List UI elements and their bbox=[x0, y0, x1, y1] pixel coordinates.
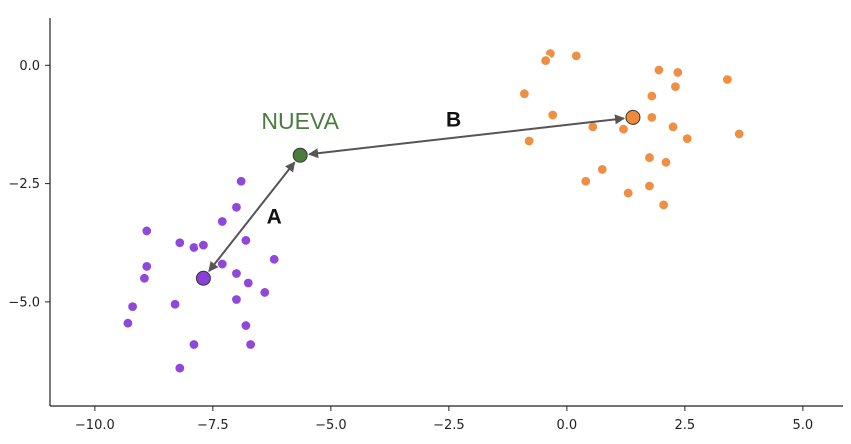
data-point bbox=[667, 120, 680, 133]
data-point bbox=[140, 260, 153, 273]
data-point bbox=[622, 187, 635, 200]
data-point bbox=[169, 298, 182, 311]
data-point bbox=[645, 90, 658, 103]
arrow-a bbox=[208, 161, 296, 272]
x-tick-label: 2.5 bbox=[675, 418, 696, 433]
data-point bbox=[230, 201, 243, 214]
data-point bbox=[643, 179, 656, 192]
data-point bbox=[173, 236, 186, 249]
data-point bbox=[121, 317, 134, 330]
data-point bbox=[126, 300, 139, 313]
data-point bbox=[733, 127, 746, 140]
ticks: −10.0 −7.5 −5.0 −2.5 0.0 2.5 5.0 0.0 −2.5 −5.0 bbox=[8, 59, 813, 433]
data-point bbox=[523, 135, 536, 148]
data-point bbox=[216, 215, 229, 228]
data-point bbox=[235, 175, 248, 188]
data-point bbox=[596, 163, 609, 176]
data-point bbox=[244, 338, 257, 351]
data-point bbox=[230, 267, 243, 280]
arrow-label-a: A bbox=[267, 206, 282, 229]
new-point-marker bbox=[292, 147, 308, 163]
data-point bbox=[242, 276, 255, 289]
x-tick-label: −5.0 bbox=[315, 418, 347, 433]
arrow-label-b: B bbox=[446, 109, 461, 132]
data-point bbox=[258, 286, 271, 299]
x-tick-label: 5.0 bbox=[793, 418, 814, 433]
data-point bbox=[671, 66, 684, 79]
data-point bbox=[721, 73, 734, 86]
y-tick-label: 0.0 bbox=[19, 59, 40, 74]
x-tick-label: −7.5 bbox=[197, 418, 229, 433]
data-point bbox=[230, 293, 243, 306]
data-point bbox=[173, 362, 186, 375]
data-point bbox=[659, 156, 672, 169]
data-point bbox=[681, 132, 694, 145]
x-tick-label: −10.0 bbox=[75, 418, 115, 433]
data-point bbox=[579, 175, 592, 188]
data-point bbox=[669, 80, 682, 93]
y-tick-label: −5.0 bbox=[8, 295, 40, 310]
data-point bbox=[617, 123, 630, 136]
data-point bbox=[239, 234, 252, 247]
y-tick-label: −2.5 bbox=[8, 177, 40, 192]
data-point bbox=[518, 87, 531, 100]
x-tick-label: 0.0 bbox=[557, 418, 578, 433]
data-point bbox=[268, 253, 281, 266]
data-point bbox=[652, 64, 665, 77]
data-point bbox=[197, 239, 210, 252]
annotations: A B NUEVA bbox=[195, 108, 641, 286]
data-point bbox=[140, 224, 153, 237]
data-points bbox=[121, 47, 746, 375]
centroid-marker bbox=[195, 270, 211, 286]
arrow-b bbox=[308, 114, 626, 159]
data-point bbox=[239, 319, 252, 332]
x-tick-label: −2.5 bbox=[433, 418, 465, 433]
centroid-marker bbox=[625, 109, 641, 125]
axes bbox=[49, 18, 843, 407]
new-point-label: NUEVA bbox=[261, 108, 339, 134]
data-point bbox=[643, 151, 656, 164]
data-point bbox=[539, 54, 552, 67]
data-point bbox=[546, 109, 559, 122]
data-point bbox=[570, 49, 583, 62]
data-point bbox=[645, 111, 658, 124]
data-point bbox=[187, 338, 200, 351]
data-point bbox=[657, 198, 670, 211]
data-point bbox=[138, 272, 151, 285]
